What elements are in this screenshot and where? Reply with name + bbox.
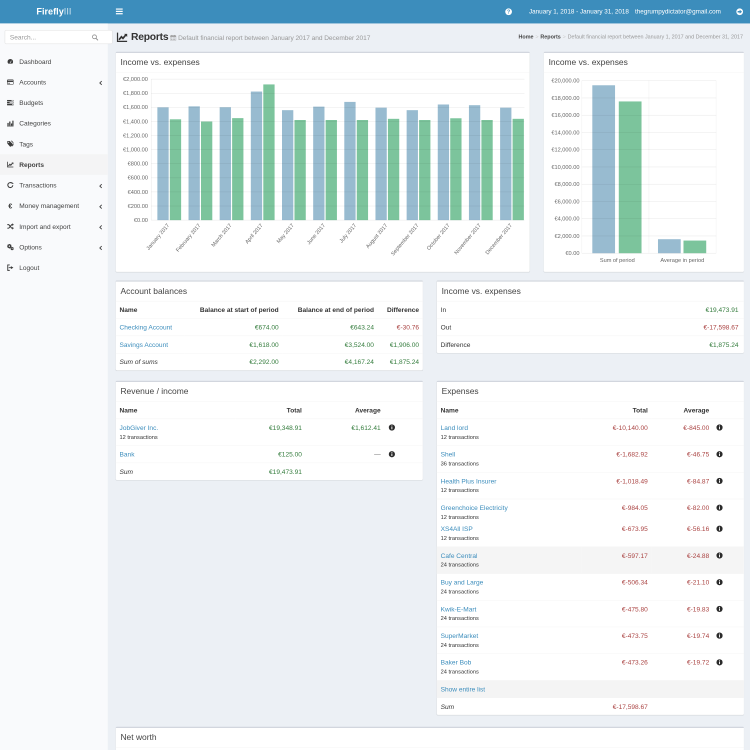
svg-text:€16,000.00: €16,000.00	[552, 113, 580, 119]
svg-text:April 2017: April 2017	[244, 223, 264, 245]
svg-text:€1,000.00: €1,000.00	[123, 148, 148, 154]
svg-text:€2,000.00: €2,000.00	[123, 77, 148, 83]
svg-text:€18,000.00: €18,000.00	[552, 96, 580, 102]
svg-text:May 2017: May 2017	[276, 223, 296, 245]
svg-text:March 2017: March 2017	[211, 223, 234, 249]
svg-text:€20,000.00: €20,000.00	[552, 79, 580, 85]
svg-text:?: ?	[507, 10, 510, 16]
svg-text:€: €	[8, 204, 12, 210]
svg-text:€10,000.00: €10,000.00	[552, 165, 580, 171]
svg-text:€0.00: €0.00	[134, 218, 148, 224]
svg-text:€1,600.00: €1,600.00	[123, 105, 148, 111]
svg-text:€2,000.00: €2,000.00	[555, 234, 580, 240]
svg-text:September 2017: September 2017	[390, 223, 420, 257]
svg-text:€1,800.00: €1,800.00	[123, 91, 148, 97]
svg-text:February 2017: February 2017	[175, 223, 202, 254]
svg-text:€8,000.00: €8,000.00	[555, 182, 580, 188]
svg-text:€4,000.00: €4,000.00	[555, 217, 580, 223]
svg-text:August 2017: August 2017	[365, 223, 389, 250]
svg-text:€200.00: €200.00	[128, 204, 148, 210]
svg-text:Sum of period: Sum of period	[600, 258, 635, 264]
svg-text:€800.00: €800.00	[128, 162, 148, 168]
svg-text:€600.00: €600.00	[128, 176, 148, 182]
svg-text:€6,000.00: €6,000.00	[555, 199, 580, 205]
svg-text:€400.00: €400.00	[128, 190, 148, 196]
svg-text:December 2017: December 2017	[485, 223, 514, 256]
svg-text:€0.00: €0.00	[566, 251, 580, 257]
svg-text:January 2017: January 2017	[146, 223, 172, 252]
svg-text:July 2017: July 2017	[339, 223, 358, 244]
svg-text:Average in period: Average in period	[660, 258, 704, 264]
svg-text:€12,000.00: €12,000.00	[552, 148, 580, 154]
svg-text:June 2017: June 2017	[306, 223, 327, 246]
svg-text:€14,000.00: €14,000.00	[552, 130, 580, 136]
svg-text:November 2017: November 2017	[454, 223, 483, 256]
svg-text:€1,200.00: €1,200.00	[123, 133, 148, 139]
svg-text:October 2017: October 2017	[426, 223, 452, 252]
svg-text:€1,400.00: €1,400.00	[123, 119, 148, 125]
